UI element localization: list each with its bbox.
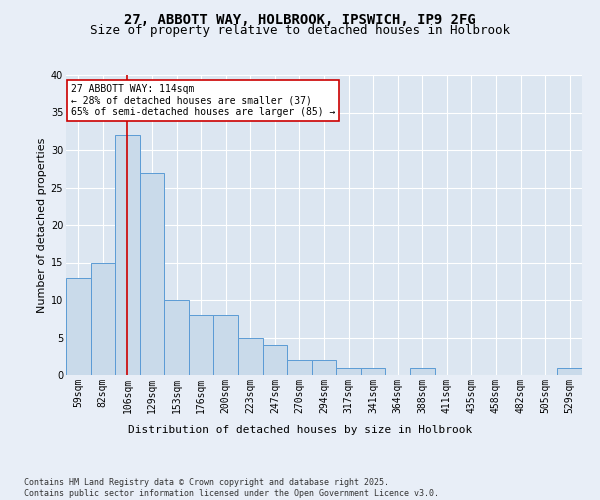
Bar [214,315,238,375]
Text: Size of property relative to detached houses in Holbrook: Size of property relative to detached ho… [90,24,510,37]
Bar [263,345,287,375]
Text: Contains HM Land Registry data © Crown copyright and database right 2025.
Contai: Contains HM Land Registry data © Crown c… [24,478,439,498]
Bar [336,368,361,375]
Text: 27, ABBOTT WAY, HOLBROOK, IPSWICH, IP9 2FG: 27, ABBOTT WAY, HOLBROOK, IPSWICH, IP9 2… [124,12,476,26]
Bar [312,360,336,375]
Text: Distribution of detached houses by size in Holbrook: Distribution of detached houses by size … [128,425,472,435]
Bar [189,315,214,375]
Bar [115,135,140,375]
Bar [91,262,115,375]
Bar [164,300,189,375]
Bar [238,338,263,375]
Bar [140,172,164,375]
Bar [410,368,434,375]
Bar [557,368,582,375]
Bar [287,360,312,375]
Y-axis label: Number of detached properties: Number of detached properties [37,138,47,312]
Bar [361,368,385,375]
Bar [66,278,91,375]
Text: 27 ABBOTT WAY: 114sqm
← 28% of detached houses are smaller (37)
65% of semi-deta: 27 ABBOTT WAY: 114sqm ← 28% of detached … [71,84,335,117]
